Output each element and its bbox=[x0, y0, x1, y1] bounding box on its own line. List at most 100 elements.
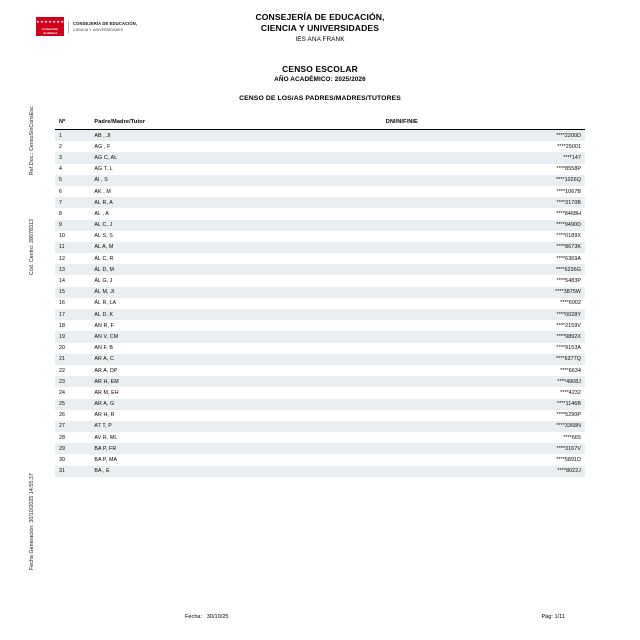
table-row: 25 AR A, G ****1146B bbox=[55, 398, 585, 410]
cell-dni: ****6634 bbox=[560, 367, 581, 374]
org-title: CONSEJERÍA DE EDUCACIÓN, CIENCIA Y UNIVE… bbox=[0, 12, 640, 34]
table-row: 8 AL , A ****8468H bbox=[55, 208, 585, 220]
cell-num: 25 bbox=[59, 401, 66, 408]
cell-name: BA P, MA bbox=[94, 457, 118, 464]
cell-num: 31 bbox=[59, 468, 66, 475]
table-row: 3 AG C, AL ****147 bbox=[55, 152, 585, 164]
table-row: 26 AR H, R ****5290P bbox=[55, 409, 585, 421]
cod-centro-sidetext: Cód. Centro: 28078313 bbox=[29, 218, 35, 275]
logo-line1: CONSEJERÍA DE EDUCACIÓN, bbox=[73, 20, 138, 26]
cell-num: 8 bbox=[59, 210, 63, 217]
cell-dni: ****25001 bbox=[557, 143, 581, 150]
cell-dni: ****6377Q bbox=[555, 356, 581, 363]
header-name: Padre/Madre/Tutor bbox=[90, 116, 382, 130]
cell-dni: ****3875W bbox=[555, 289, 581, 296]
table-row: 27 AT T, P ****3368N bbox=[55, 420, 585, 433]
cell-dni: ****3170B bbox=[556, 199, 581, 206]
fecha-generacion-sidetext: Fecha Generación: 30/10/2025 14:55:37 bbox=[29, 473, 35, 570]
cell-name: AV R, ML bbox=[94, 434, 118, 441]
page-title: CENSO ESCOLAR bbox=[282, 64, 358, 74]
cell-num: 26 bbox=[59, 412, 66, 419]
cell-num: 23 bbox=[59, 378, 66, 385]
cell-dni: ****0189X bbox=[556, 233, 581, 240]
table-row: 17 AL D, K ****0028Y bbox=[55, 309, 585, 321]
table-row: 11 AL A, M ****8673K bbox=[55, 241, 585, 254]
cell-num: 29 bbox=[59, 445, 66, 452]
cell-num: 4 bbox=[59, 166, 63, 173]
header-num: Nº bbox=[55, 116, 91, 130]
cell-name: AL R, A bbox=[94, 199, 113, 206]
cell-dni: ****4908J bbox=[557, 378, 581, 385]
table-row: 13 ÁL D, M ****6236G bbox=[55, 264, 585, 276]
cell-num: 20 bbox=[59, 345, 66, 352]
comunidad-madrid-logo: ★★★★★★★ Comunidad de Madrid CONSEJERÍA DE… bbox=[36, 17, 137, 36]
cell-name: AL S, S bbox=[94, 233, 113, 240]
census-table-wrap: Nº Padre/Madre/Tutor DNI/NIF/NIE 1 AB , J… bbox=[55, 116, 585, 477]
cell-name: AN F, B bbox=[94, 345, 114, 352]
table-row: 7 AL R, A ****3170B bbox=[55, 197, 585, 209]
cell-dni: ****5483P bbox=[556, 278, 581, 285]
cell-name: AL C, J bbox=[94, 222, 113, 229]
cell-name: ÁL R, LA bbox=[94, 300, 117, 307]
cell-name: AL A, M bbox=[94, 244, 114, 251]
table-row: 21 AR A, C ****6377Q bbox=[55, 353, 585, 365]
footer-date: Fecha: 30/10/25 bbox=[185, 614, 229, 620]
cell-num: 24 bbox=[59, 389, 66, 396]
stars-glyph: ★★★★★★★ bbox=[36, 19, 65, 24]
cell-dni: ****3368N bbox=[556, 423, 581, 430]
cell-num: 10 bbox=[59, 233, 66, 240]
logo-line2: CIENCIA Y UNIVERSIDADES bbox=[73, 27, 124, 32]
cell-name: ÁL C, R bbox=[94, 255, 114, 262]
census-table-body: 1 AB , JI ****2200D 2 AG , F ****25001 3 AG C, … bbox=[55, 129, 585, 477]
academic-year: AÑO ACADÉMICO: 2025/2026 bbox=[274, 76, 366, 83]
cell-num: 19 bbox=[59, 333, 66, 340]
cell-num: 17 bbox=[59, 311, 66, 318]
cell-num: 5 bbox=[59, 177, 63, 184]
cell-name: AR A, C bbox=[94, 356, 114, 363]
table-row: 6 AK , M ****1067B bbox=[55, 185, 585, 198]
cell-name: AL D, K bbox=[94, 311, 114, 318]
document-header: CONSEJERÍA DE EDUCACIÓN, CIENCIA Y UNIVE… bbox=[0, 12, 640, 52]
table-row: 10 AL S, S ****0189X bbox=[55, 230, 585, 242]
cell-name: AR A, DP bbox=[94, 367, 118, 374]
cell-dni: ****8673K bbox=[556, 244, 581, 251]
cell-name: ÁL G, J bbox=[94, 278, 113, 285]
cell-num: 7 bbox=[59, 199, 63, 206]
cell-name: ÁL D, M bbox=[94, 266, 115, 273]
cell-name: AN V, CM bbox=[94, 333, 119, 340]
org-title-line1: CONSEJERÍA DE EDUCACIÓN, bbox=[255, 12, 385, 22]
table-row: 4 AG T, L ****8558P bbox=[55, 163, 585, 175]
cell-num: 6 bbox=[59, 188, 63, 195]
table-row: 9 AL C, J ****9490D bbox=[55, 219, 585, 231]
section-title: CENSO DE LOS/AS PADRES/MADRES/TUTORES bbox=[239, 95, 401, 102]
table-row: 23 AR H, EM ****4908J bbox=[55, 376, 585, 388]
table-row: 5 AI , S ****1026Q bbox=[55, 174, 585, 186]
cell-name: AT T, P bbox=[94, 423, 112, 430]
table-header-row: Nº Padre/Madre/Tutor DNI/NIF/NIE bbox=[55, 116, 585, 130]
logo-text-block: CONSEJERÍA DE EDUCACIÓN, CIENCIA Y UNIVE… bbox=[68, 20, 138, 33]
cell-num: 21 bbox=[59, 356, 66, 363]
cell-num: 13 bbox=[59, 266, 66, 273]
cell-num: 3 bbox=[59, 154, 63, 161]
cell-name: BA P, FR bbox=[94, 445, 117, 452]
cell-num: 14 bbox=[59, 278, 66, 285]
cell-name: AL , A bbox=[94, 210, 109, 217]
cell-name: BA , E bbox=[94, 468, 110, 475]
table-row: 19 AN V, CM ****9892X bbox=[55, 331, 585, 343]
cell-dni: ****9490D bbox=[556, 222, 581, 229]
table-row: 16 ÁL R, LA ****6002 bbox=[55, 297, 585, 309]
cell-dni: ****8558P bbox=[556, 166, 581, 173]
table-row: 28 AV R, ML ****665 bbox=[55, 432, 585, 444]
cell-num: 15 bbox=[59, 289, 66, 296]
table-row: 14 ÁL G, J ****5483P bbox=[55, 275, 585, 287]
cell-dni: ****1067B bbox=[556, 188, 581, 195]
table-row: 30 BA P, MA ****5891D bbox=[55, 454, 585, 466]
table-row: 2 AG , F ****25001 bbox=[55, 141, 585, 153]
cell-name: AI , S bbox=[94, 177, 108, 184]
cell-dni: ****8468H bbox=[556, 210, 581, 217]
header-dni: DNI/NIF/NIE bbox=[381, 116, 585, 130]
cell-dni: ****147 bbox=[563, 154, 581, 161]
cell-dni: ****4232 bbox=[560, 389, 581, 396]
cell-dni: ****1146B bbox=[556, 401, 581, 408]
